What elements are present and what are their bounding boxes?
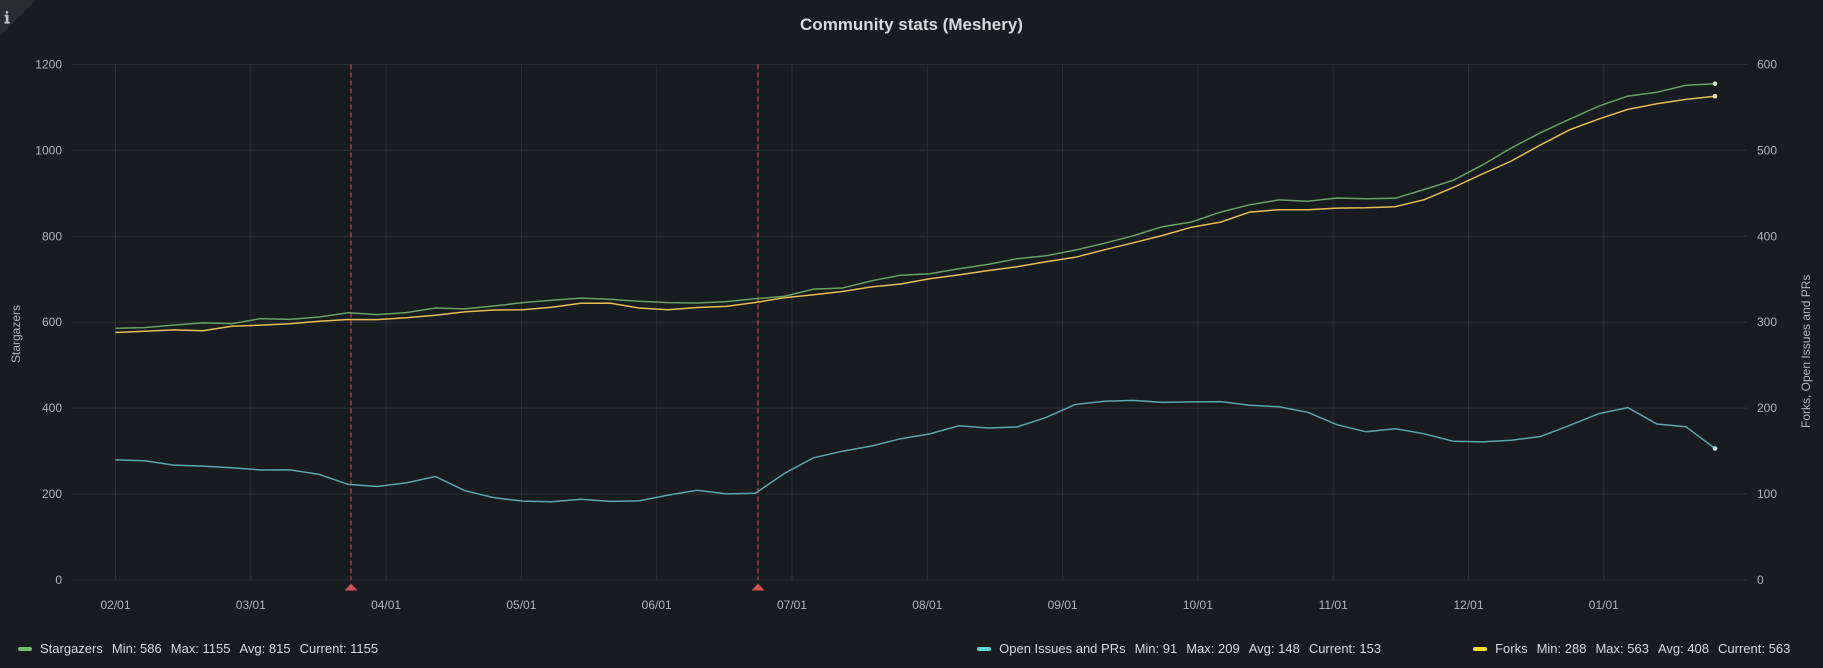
svg-text:400: 400 <box>42 401 62 415</box>
svg-text:10/01: 10/01 <box>1183 598 1213 612</box>
svg-text:02/01: 02/01 <box>100 598 130 612</box>
svg-text:600: 600 <box>42 315 62 329</box>
svg-text:06/01: 06/01 <box>642 598 672 612</box>
svg-text:1200: 1200 <box>35 57 62 71</box>
svg-text:600: 600 <box>1757 57 1777 71</box>
svg-text:800: 800 <box>42 229 62 243</box>
svg-text:100: 100 <box>1757 487 1777 501</box>
svg-text:0: 0 <box>1757 573 1764 587</box>
svg-text:08/01: 08/01 <box>912 598 942 612</box>
svg-text:04/01: 04/01 <box>371 598 401 612</box>
svg-text:1000: 1000 <box>35 143 62 157</box>
svg-text:12/01: 12/01 <box>1453 598 1483 612</box>
svg-text:500: 500 <box>1757 143 1777 157</box>
svg-text:0: 0 <box>55 573 62 587</box>
svg-text:11/01: 11/01 <box>1319 598 1348 612</box>
svg-text:07/01: 07/01 <box>777 598 807 612</box>
svg-text:200: 200 <box>42 487 62 501</box>
svg-text:200: 200 <box>1757 401 1777 415</box>
svg-text:05/01: 05/01 <box>506 598 536 612</box>
svg-text:03/01: 03/01 <box>236 598 266 612</box>
svg-text:300: 300 <box>1757 315 1777 329</box>
svg-text:09/01: 09/01 <box>1048 598 1078 612</box>
svg-text:01/01: 01/01 <box>1589 598 1619 612</box>
svg-text:400: 400 <box>1757 229 1777 243</box>
